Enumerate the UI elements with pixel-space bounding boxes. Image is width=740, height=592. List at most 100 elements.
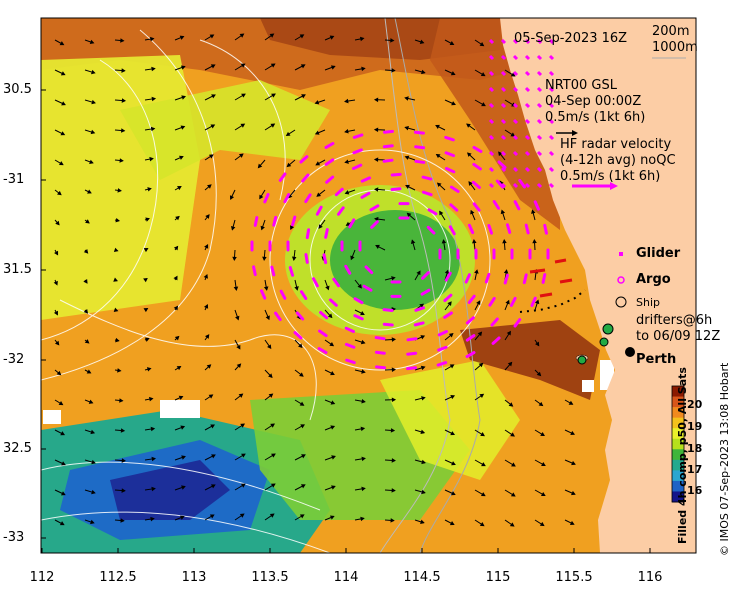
model-arrowhead: [83, 249, 89, 254]
model-arrowhead: [481, 462, 486, 467]
model-arrowhead: [404, 155, 410, 160]
radar-arrow: [487, 224, 494, 235]
model-arrowhead: [390, 518, 395, 523]
model-arrowhead: [117, 188, 122, 193]
model-arrowhead: [269, 513, 275, 518]
model-arrowhead: [571, 460, 576, 466]
model-arrowhead: [390, 38, 395, 43]
model-arrowhead: [451, 101, 456, 106]
radar-arrow: [530, 296, 537, 307]
cloud-patch: [582, 380, 594, 392]
radar-arrow: [524, 118, 531, 125]
model-arrowhead: [540, 431, 545, 437]
model-arrowhead: [240, 483, 246, 488]
model-arrowhead: [466, 123, 471, 128]
radar-arrow: [488, 54, 495, 61]
model-arrowhead: [115, 337, 120, 343]
colorbar-tick: 16: [687, 484, 703, 497]
radar-arrow: [279, 289, 287, 300]
model-arrowhead: [181, 455, 186, 460]
radar-scale-label: 0.5m/s (1kt 6h): [560, 169, 661, 184]
y-tick-label: 31.5: [3, 262, 32, 277]
radar-arrow: [548, 70, 555, 77]
model-arrowhead: [229, 195, 235, 200]
model-arrowhead: [60, 491, 66, 496]
colorbar-segment: [672, 480, 684, 492]
radar-arrow: [465, 351, 476, 359]
radar-arrow: [421, 271, 430, 280]
legend-drifters-line2: to 06/09 12Z: [636, 329, 721, 344]
colorbar-segment: [672, 417, 684, 429]
colorbar-segment: [672, 396, 684, 408]
model-arrowhead: [329, 35, 335, 40]
model-arrowhead: [329, 515, 335, 520]
model-arrowhead: [391, 397, 397, 403]
radar-arrow: [548, 134, 555, 141]
model-arrowhead: [267, 344, 272, 350]
model-arrowhead: [361, 369, 366, 374]
model-arrowhead: [151, 486, 156, 492]
radar-arrow: [448, 225, 456, 236]
model-arrowhead: [298, 343, 303, 349]
model-arrowhead: [447, 301, 452, 306]
model-arrowhead: [373, 157, 379, 162]
radar-arrow: [500, 118, 507, 125]
model-arrowhead: [265, 315, 270, 321]
model-arrowhead: [87, 189, 92, 194]
radar-arrow: [414, 145, 426, 150]
model-arrowhead: [257, 163, 263, 169]
radar-arrow: [536, 70, 543, 77]
model-arrowhead: [541, 462, 546, 467]
radar-arrow: [524, 70, 531, 77]
radar-arrow: [497, 160, 507, 169]
radar-arrow: [317, 347, 328, 355]
radar-arrow: [512, 118, 519, 125]
model-arrowhead: [444, 269, 450, 275]
radar-arrow: [260, 289, 267, 300]
model-arrowhead: [210, 124, 216, 129]
model-scale-arrowhead: [572, 130, 578, 136]
land-mass: [500, 18, 696, 553]
model-arrowhead: [373, 127, 379, 133]
model-arrowhead: [291, 256, 297, 261]
radar-arrow: [522, 273, 528, 285]
model-arrowhead: [448, 333, 454, 338]
model-arrowhead: [344, 98, 349, 104]
model-arrowhead: [208, 394, 214, 399]
radar-arrow: [406, 366, 417, 371]
radar-arrow: [427, 208, 438, 216]
model-arrowhead: [441, 239, 447, 244]
model-arrowhead: [83, 279, 88, 284]
model-arrowhead: [91, 99, 96, 105]
model-arrowhead: [120, 428, 126, 433]
radar-arrow: [465, 334, 476, 342]
model-arrowhead: [150, 36, 155, 42]
model-arrowhead: [466, 152, 472, 157]
radar-arrow: [548, 102, 555, 109]
radar-arrow: [426, 225, 436, 235]
model-arrowhead: [61, 101, 66, 106]
model-arrowhead: [90, 129, 96, 135]
radar-arrow: [328, 298, 338, 307]
model-arrowhead: [175, 215, 180, 221]
model-arrowhead: [301, 454, 306, 459]
radar-arrow: [295, 311, 305, 321]
model-arrowhead: [147, 187, 152, 192]
radar-arrow: [495, 179, 505, 189]
model-arrowhead: [58, 401, 64, 406]
model-arrowhead: [511, 462, 516, 467]
model-arrowhead: [299, 372, 304, 377]
model-arrowhead: [179, 155, 184, 160]
model-arrowhead: [472, 239, 477, 244]
model-arrowhead: [83, 309, 89, 314]
radar-arrow: [500, 134, 507, 141]
radar-arrow: [548, 118, 555, 125]
model-arrowhead: [314, 100, 320, 105]
radar-arrow: [524, 223, 530, 235]
model-arrowhead: [570, 430, 576, 436]
model-arrowhead: [391, 68, 396, 73]
model-arrowhead: [451, 461, 456, 466]
radar-title: HF radar velocity: [560, 137, 672, 152]
model-arrowhead: [239, 513, 245, 518]
model-arrowhead: [91, 69, 96, 75]
